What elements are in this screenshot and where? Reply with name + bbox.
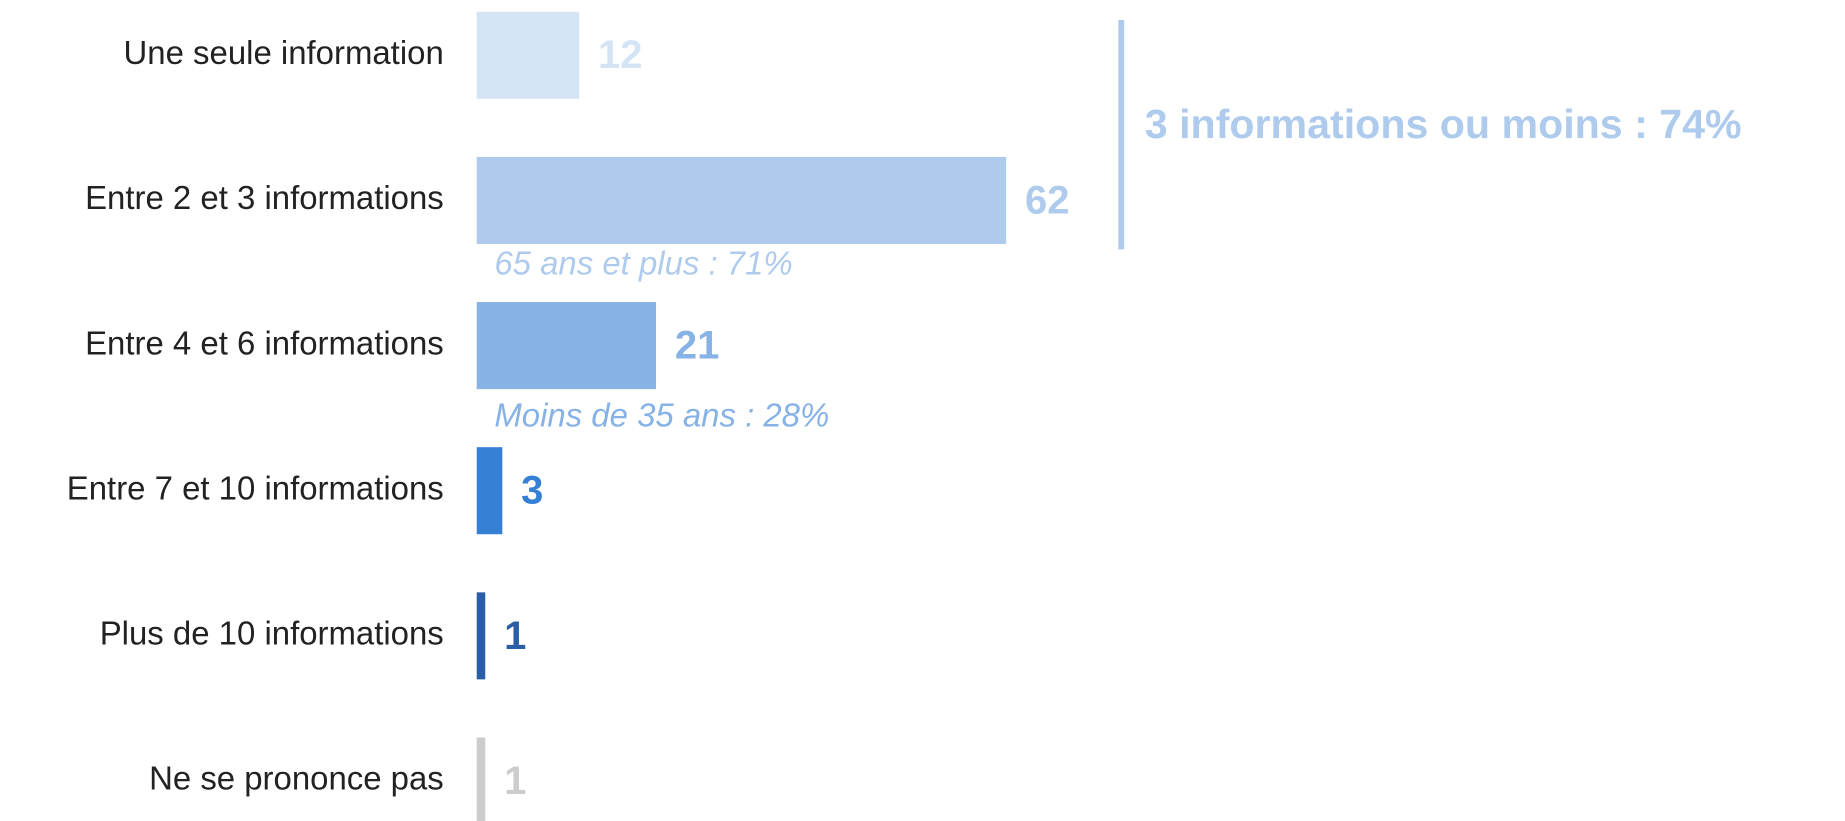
annotation: 65 ans et plus : 71%	[494, 245, 792, 282]
bar	[476, 447, 503, 535]
category-label: Une seule information	[124, 34, 444, 71]
value-label: 1	[504, 614, 526, 658]
category-label: Entre 2 et 3 informations	[85, 179, 444, 216]
value-label: 3	[521, 469, 543, 513]
value-label: 21	[675, 323, 719, 367]
value-label: 62	[1025, 178, 1069, 222]
value-label: 1	[504, 759, 526, 803]
bar	[476, 302, 657, 390]
category-label: Entre 7 et 10 informations	[67, 469, 444, 506]
value-label: 12	[598, 33, 642, 77]
bar	[476, 11, 580, 99]
annotation: Moins de 35 ans : 28%	[494, 396, 829, 433]
bar	[476, 592, 486, 680]
annotation: 3 informations ou moins : 74%	[1145, 101, 1742, 147]
bar	[476, 156, 1007, 244]
category-label: Entre 4 et 6 informations	[85, 324, 444, 361]
category-label: Plus de 10 informations	[100, 615, 444, 652]
bar	[476, 737, 486, 821]
category-label: Ne se prononce pas	[149, 760, 444, 797]
